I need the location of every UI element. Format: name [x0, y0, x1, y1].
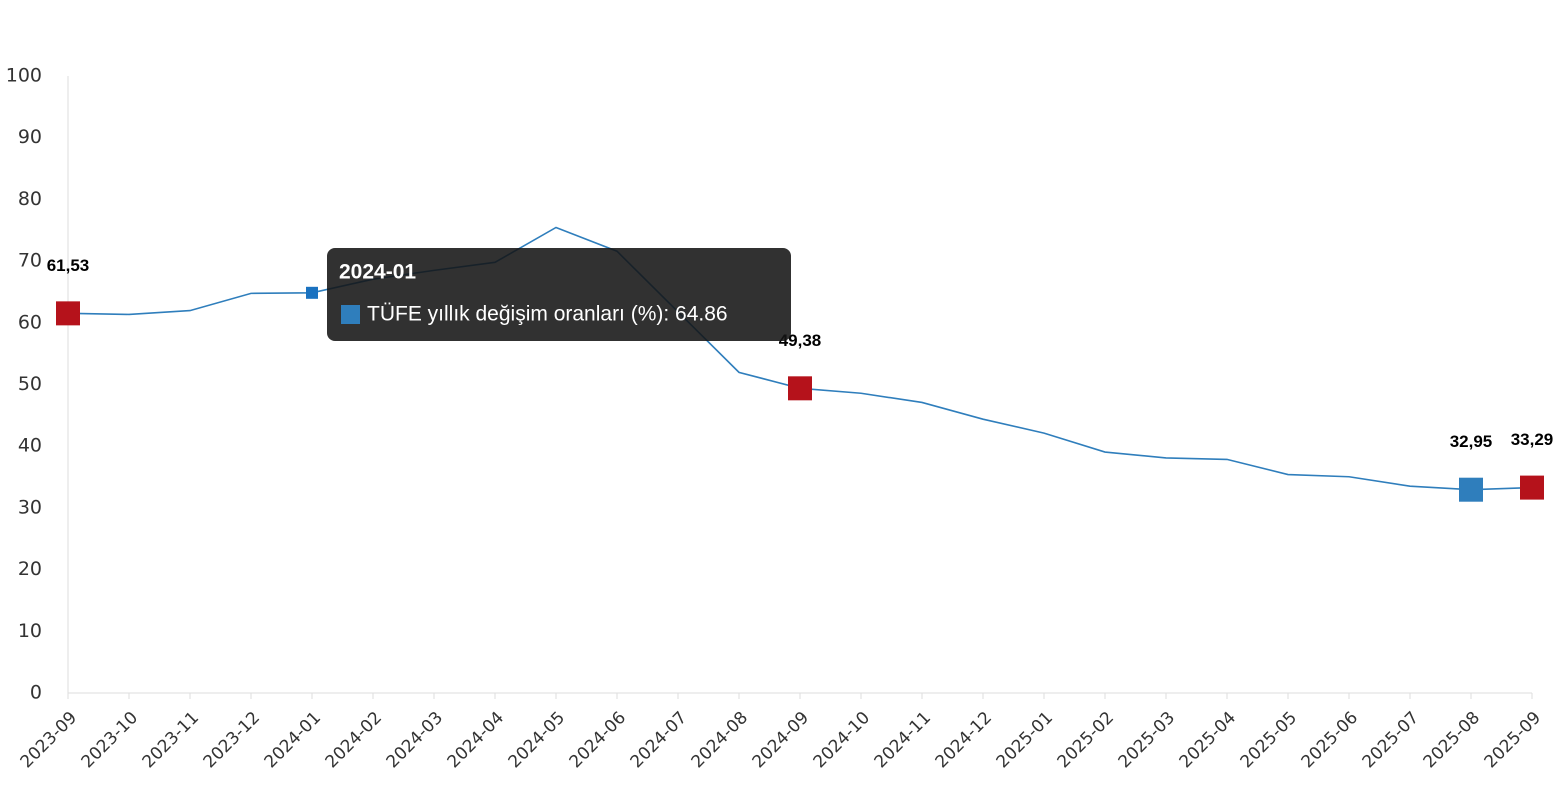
x-tick-label: 2024-01 [261, 708, 325, 772]
data-label: 32,95 [1450, 432, 1493, 451]
x-tick-label: 2023-09 [17, 708, 81, 772]
x-tick-label: 2024-02 [322, 708, 386, 772]
y-tick-label: 60 [18, 311, 42, 333]
x-tick-label: 2025-03 [1115, 708, 1179, 772]
x-tick-label: 2023-12 [200, 708, 264, 772]
x-tick-label: 2025-09 [1481, 708, 1545, 772]
data-label: 33,29 [1511, 430, 1554, 449]
y-tick-label: 90 [18, 126, 42, 148]
y-tick-label: 0 [30, 682, 42, 704]
point-marker [1459, 477, 1483, 502]
y-tick-label: 30 [18, 496, 42, 518]
y-tick-label: 40 [18, 435, 42, 457]
x-tick-label: 2024-07 [627, 708, 691, 772]
x-tick-label: 2024-10 [810, 708, 874, 772]
data-label: 61,53 [47, 256, 90, 275]
line-series [67, 226, 1533, 491]
x-tick-label: 2025-01 [993, 708, 1057, 772]
y-tick-label: 20 [18, 558, 42, 580]
y-tick-label: 50 [18, 373, 42, 395]
x-tick-label: 2023-10 [78, 708, 142, 772]
x-tick-label: 2025-07 [1359, 708, 1423, 772]
x-tick-label: 2024-03 [383, 708, 447, 772]
y-tick-label: 10 [18, 620, 42, 642]
x-tick-label: 2024-11 [871, 708, 935, 772]
point-marker [1520, 475, 1544, 500]
hover-point [306, 286, 318, 299]
tooltip-title: 2024-01 [339, 261, 416, 284]
x-tick-label: 2025-02 [1054, 708, 1118, 772]
tooltip: 2024-01 TÜFE yıllık değişim oranları (%):… [327, 248, 791, 341]
x-tick-label: 2024-09 [749, 708, 813, 772]
x-tick-label: 2025-04 [1176, 708, 1240, 772]
x-tick-label: 2024-04 [444, 708, 508, 772]
x-tick-label: 2024-06 [566, 708, 630, 772]
x-tick-label: 2024-08 [688, 708, 752, 772]
y-tick-label: 100 [6, 65, 42, 87]
point-marker [788, 376, 812, 401]
y-tick-label: 80 [18, 188, 42, 210]
tooltip-swatch [341, 305, 360, 324]
tooltip-box [327, 248, 791, 341]
x-tick-label: 2024-12 [932, 708, 996, 772]
x-tick-label: 2025-06 [1298, 708, 1362, 772]
x-tick-label: 2024-05 [505, 708, 569, 772]
tooltip-text: TÜFE yıllık değişim oranları (%): 64.86 [367, 303, 728, 326]
x-tick-label: 2025-05 [1237, 708, 1301, 772]
x-tick-label: 2023-11 [139, 708, 203, 772]
x-tick-label: 2025-08 [1420, 708, 1484, 772]
y-tick-label: 70 [18, 250, 42, 272]
point-marker [56, 301, 80, 326]
